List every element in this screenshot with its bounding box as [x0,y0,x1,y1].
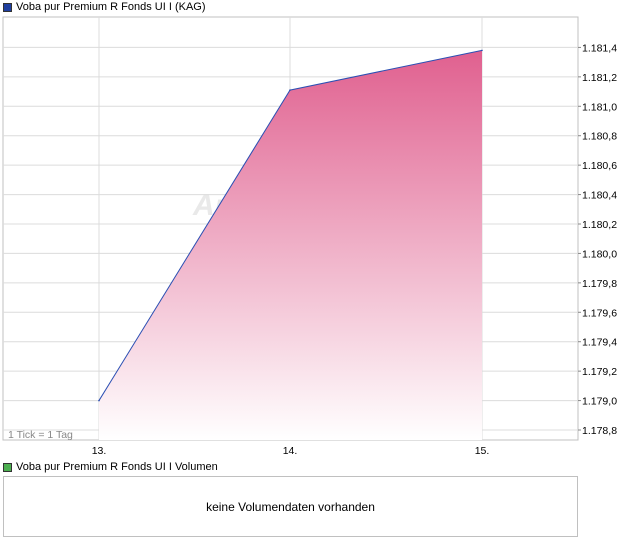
price-legend: Voba pur Premium R Fonds UI I (KAG) [3,0,206,14]
x-axis: 13. 14. 15. [92,445,490,457]
y-tick-label: 1.178,8 [582,425,617,437]
y-tick-label: 1.181,0 [582,101,617,113]
volume-empty-message: keine Volumendaten vorhanden [206,499,375,514]
y-tick-label: 1.179,8 [582,278,617,290]
price-legend-swatch [3,2,12,12]
y-tick-label: 1.180,6 [582,160,617,172]
volume-panel: keine Volumendaten vorhanden [3,476,578,537]
y-tick-label: 1.180,2 [582,219,617,231]
y-tick-label: 1.181,2 [582,72,617,84]
y-tick-label: 1.179,2 [582,366,617,378]
tick-info-label: 1 Tick = 1 Tag [8,429,73,441]
volume-legend-swatch [3,462,12,472]
y-tick-label: 1.180,4 [582,190,617,202]
y-tick-label: 1.181,4 [582,42,617,54]
price-points [98,49,483,402]
x-tick-label: 15. [475,445,490,457]
x-tick-label: 14. [283,445,298,457]
volume-legend-label: Voba pur Premium R Fonds UI I Volumen [16,461,218,473]
volume-legend: Voba pur Premium R Fonds UI I Volumen [3,460,218,474]
price-point [289,89,291,91]
y-tick-label: 1.179,4 [582,337,617,349]
y-tick-label: 1.179,6 [582,307,617,319]
price-point [98,399,100,402]
x-tick-label: 13. [92,445,107,457]
price-legend-label: Voba pur Premium R Fonds UI I (KAG) [16,1,206,13]
price-chart: Ariva 1.178,81.179,01.179,21.179,41.179,… [2,16,617,457]
price-point [481,49,483,52]
y-tick-label: 1.180,0 [582,248,617,260]
price-area [99,50,482,440]
y-tick-label: 1.180,8 [582,131,617,143]
y-axis: 1.178,8 1.179,0 1.179,2 1.179,4 1.179,6 1.179… [578,42,617,437]
y-tick-label: 1.179,0 [582,396,617,408]
